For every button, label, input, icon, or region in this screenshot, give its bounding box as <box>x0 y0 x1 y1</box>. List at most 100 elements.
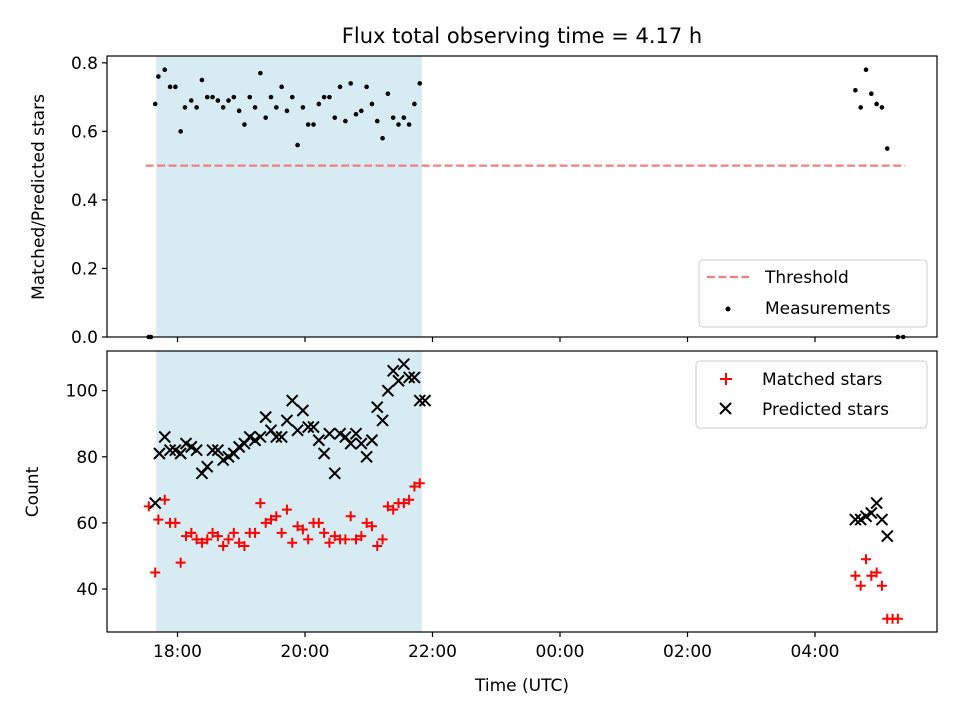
matched-stars-point <box>313 517 324 528</box>
matched-stars-point <box>228 527 239 538</box>
chart-title: Flux total observing time = 4.17 h <box>342 24 702 48</box>
matched-stars-point <box>892 613 903 624</box>
measurements-point <box>874 101 879 107</box>
matched-stars-point <box>861 554 871 565</box>
predicted-stars-point <box>365 434 379 447</box>
measurements-point <box>247 94 253 100</box>
x-tick-label: 04:00 <box>791 642 840 662</box>
predicted-stars-point <box>328 467 341 480</box>
measurements-point <box>374 118 380 124</box>
matched-stars-point <box>404 494 415 505</box>
matched-stars-point <box>175 557 186 568</box>
predicted-stars-point <box>849 513 862 526</box>
legend-matched-label: Matched stars <box>762 370 882 390</box>
predicted-stars-point <box>270 430 283 444</box>
predicted-stars-point <box>206 443 219 457</box>
matched-stars-point <box>255 498 266 509</box>
legend-predicted-label: Predicted stars <box>762 400 889 420</box>
matched-stars-point <box>266 514 276 525</box>
predicted-stars-point <box>296 404 310 417</box>
predicted-stars-point <box>158 430 171 444</box>
measurements-point <box>194 105 199 110</box>
measurements-point <box>869 91 874 96</box>
measurements-point <box>412 101 417 107</box>
matched-stars-point <box>223 534 234 545</box>
predicted-stars-point <box>286 394 299 407</box>
measurements-point <box>289 94 295 100</box>
legend-threshold-label: Threshold <box>764 268 849 288</box>
matched-stars-point <box>319 527 330 538</box>
predicted-stars-point <box>360 450 373 463</box>
predicted-stars-point <box>875 513 889 526</box>
matched-stars-point <box>292 521 303 532</box>
measurements-point <box>215 98 221 103</box>
x-tick-label: 02:00 <box>663 642 712 662</box>
predicted-stars-point <box>413 394 426 407</box>
predicted-stars-point <box>418 394 432 407</box>
matched-stars-point <box>207 527 218 538</box>
measurements-point <box>879 105 885 110</box>
y-tick-label: 100 <box>66 382 98 402</box>
predicted-stars-point <box>291 424 304 437</box>
measurements-point <box>220 105 226 110</box>
predicted-stars-point <box>397 358 411 371</box>
predicted-stars-point <box>870 496 883 510</box>
top-panel: 0.00.20.40.60.8 Matched/Predicted stars … <box>29 54 938 348</box>
bottom-panel: 40 60 80 100 18:00 20:00 22:00 00:00 02:00 04:00… <box>23 350 938 696</box>
matched-stars-point <box>876 580 887 591</box>
matched-stars-point <box>366 521 377 532</box>
matched-stars-point <box>850 570 861 581</box>
matched-stars-point <box>218 541 229 552</box>
matched-stars-point <box>250 527 261 538</box>
y-tick-label: 0.6 <box>71 122 98 142</box>
matched-stars-point <box>855 580 866 591</box>
measurements-point <box>359 108 364 114</box>
measurements-point <box>380 135 385 141</box>
measurements-point <box>321 94 327 100</box>
matched-stars-point <box>181 531 191 542</box>
measurements-point <box>311 122 316 127</box>
measurements-point <box>268 94 274 100</box>
measurements-point <box>252 105 258 110</box>
y-tick-label: 0.4 <box>71 191 98 211</box>
measurements-point <box>332 115 338 120</box>
top-y-axis-label: Matched/Predicted stars <box>29 94 49 300</box>
matched-stars-point <box>356 531 367 542</box>
measurements-point <box>156 74 161 79</box>
predicted-stars-point <box>163 443 177 457</box>
matched-stars-point <box>260 517 271 528</box>
matched-stars-point <box>866 570 877 581</box>
measurements-point <box>182 105 188 110</box>
measurements-point <box>295 142 300 148</box>
measurements-point <box>300 105 306 110</box>
matched-stars-point <box>159 494 170 505</box>
x-tick-label: 00:00 <box>536 642 585 662</box>
matched-stars-point <box>212 531 223 542</box>
legend-predicted-swatch <box>719 402 732 415</box>
y-tick-label: 40 <box>76 580 98 600</box>
legend-measurements-label: Measurements <box>765 299 891 319</box>
matched-stars-point <box>377 534 388 545</box>
measurements-point <box>884 146 890 151</box>
matched-stars-point <box>351 534 361 545</box>
predicted-stars-point <box>259 410 272 424</box>
observing-span-shade <box>156 351 422 632</box>
predicted-stars-point <box>408 371 421 384</box>
matched-stars-point <box>170 517 181 528</box>
matched-stars-point <box>871 567 882 578</box>
y-tick-label: 80 <box>76 448 98 468</box>
matched-stars-point <box>239 541 250 552</box>
top-legend: Threshold Measurements <box>698 259 928 328</box>
x-tick-label: 18:00 <box>153 642 202 662</box>
measurements-point <box>189 98 194 103</box>
top-panel-frame <box>106 55 938 338</box>
measurements-point <box>263 115 268 120</box>
matched-stars-point <box>191 534 202 545</box>
matched-stars-point <box>271 511 282 522</box>
measurements-point <box>863 67 869 73</box>
legend-matched-swatch <box>720 373 732 385</box>
y-tick-label: 0.8 <box>71 54 98 74</box>
measurements-point <box>858 105 863 110</box>
predicted-stars-point <box>153 447 166 460</box>
